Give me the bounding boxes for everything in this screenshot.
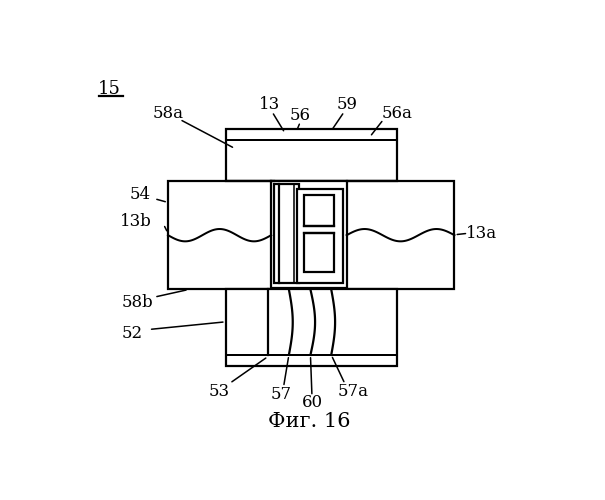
Text: 57a: 57a — [338, 382, 368, 400]
Text: 52: 52 — [122, 325, 143, 342]
Text: 13a: 13a — [466, 225, 497, 242]
Bar — [296, 190, 343, 284]
Text: 54: 54 — [129, 186, 151, 203]
Text: 60: 60 — [301, 394, 322, 411]
Text: 53: 53 — [209, 382, 230, 400]
Text: 13b: 13b — [120, 213, 152, 230]
Text: 15: 15 — [98, 80, 121, 98]
Text: 57: 57 — [270, 386, 292, 404]
Text: 13: 13 — [259, 96, 280, 113]
Bar — [304, 233, 333, 272]
Bar — [304, 194, 333, 226]
Bar — [168, 181, 454, 290]
Bar — [226, 130, 397, 181]
Text: 58b: 58b — [122, 294, 153, 311]
Text: 59: 59 — [336, 96, 357, 113]
Text: Фиг. 16: Фиг. 16 — [269, 412, 351, 432]
Text: 56a: 56a — [381, 106, 412, 122]
Bar — [226, 290, 397, 366]
Bar — [274, 184, 299, 282]
Bar — [271, 181, 347, 288]
Text: 56: 56 — [290, 107, 311, 124]
Text: 58a: 58a — [152, 106, 183, 122]
